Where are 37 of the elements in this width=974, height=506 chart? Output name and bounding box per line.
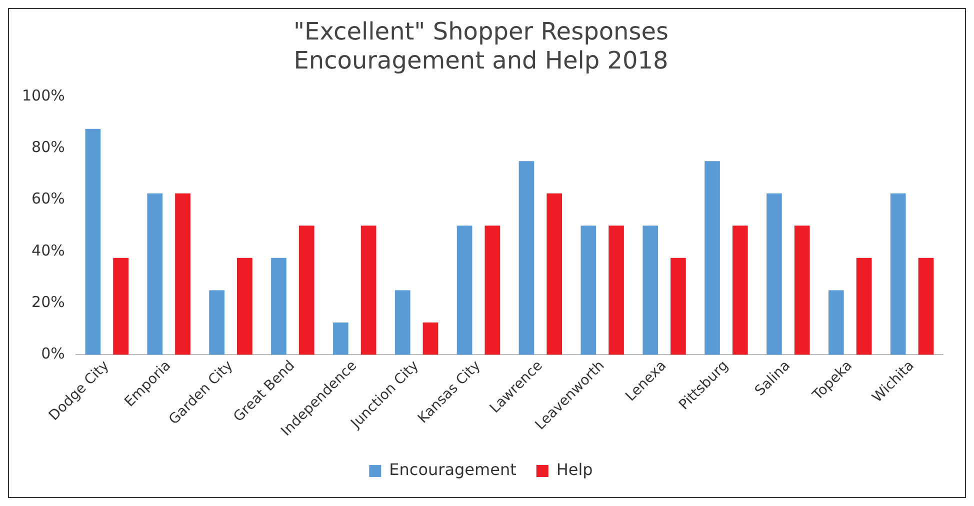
y-tick-label: 80% [32,138,65,156]
legend-label: Help [556,460,593,480]
y-tick-label: 0% [41,344,65,363]
bar [360,226,376,355]
y-tick-label: 40% [32,241,65,260]
bar [298,226,314,355]
y-tick-label: 20% [32,292,65,311]
bar [456,226,472,355]
bar [85,128,101,355]
bar [890,193,906,355]
y-tick-label: 100% [22,86,65,104]
bar [175,193,190,355]
bar [918,258,934,355]
bar [484,226,500,355]
bar [333,322,348,355]
bar [580,226,596,355]
bar [794,226,810,355]
bar [271,258,286,355]
bar [856,258,872,355]
y-tick-label: 60% [32,190,65,208]
bar [546,193,562,355]
bar [828,290,844,355]
bar [518,161,534,355]
bar [642,226,658,355]
bar [670,258,686,355]
bar [704,161,720,355]
bar [147,193,163,355]
bar [394,290,410,355]
bar [236,258,252,355]
bar [113,258,128,355]
bar [422,322,438,355]
bar [766,193,782,355]
legend-label: Encouragement [389,460,516,480]
chart-title: "Excellent" Shopper Responses Encouragement and Help 2018 [294,18,668,74]
bar [608,226,624,355]
bar [209,290,224,355]
bar [732,226,748,355]
